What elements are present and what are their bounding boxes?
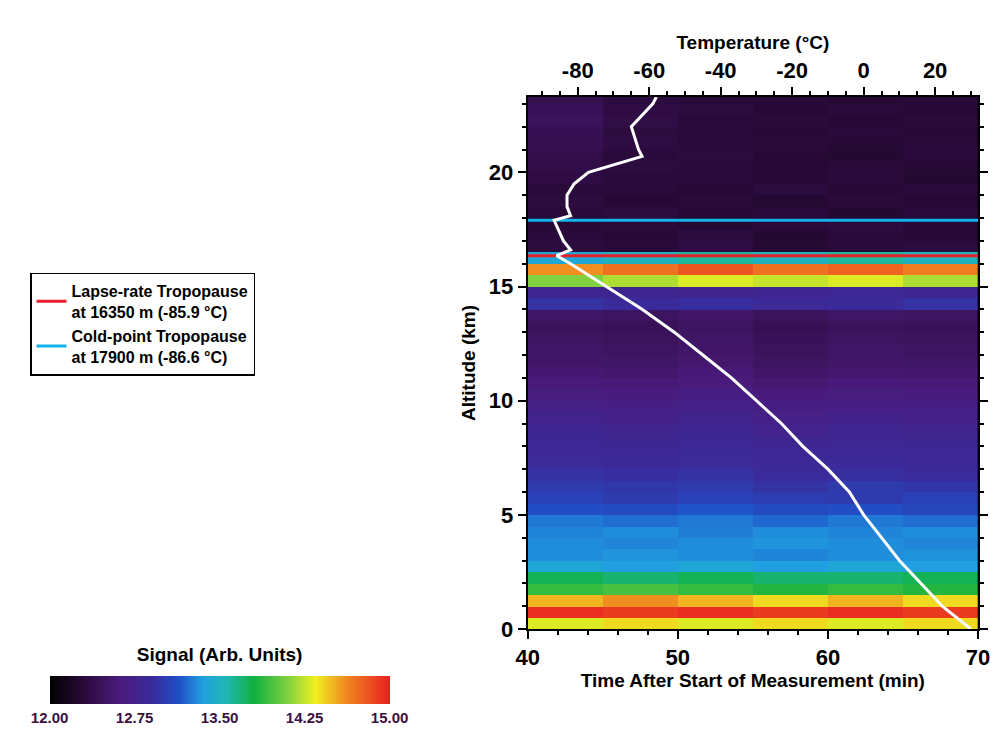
svg-text:Temperature (°C): Temperature (°C)	[676, 32, 829, 53]
svg-text:-80: -80	[562, 58, 594, 83]
svg-text:10: 10	[489, 388, 513, 413]
svg-text:0: 0	[501, 617, 513, 642]
svg-text:15.00: 15.00	[371, 709, 409, 726]
svg-text:Lapse-rate Tropopauseat 16350: Lapse-rate Tropopauseat 16350 m (-85.9 °…	[72, 283, 248, 321]
svg-text:12.00: 12.00	[31, 709, 69, 726]
svg-text:Time After Start of Measuremen: Time After Start of Measurement (min)	[581, 670, 925, 691]
svg-text:Altitude (km): Altitude (km)	[458, 305, 479, 421]
svg-text:60: 60	[816, 645, 840, 670]
svg-text:Signal (Arb. Units): Signal (Arb. Units)	[137, 644, 303, 665]
svg-text:13.50: 13.50	[201, 709, 239, 726]
svg-text:12.75: 12.75	[116, 709, 154, 726]
svg-text:-20: -20	[776, 58, 808, 83]
svg-text:5: 5	[501, 503, 513, 528]
svg-text:20: 20	[923, 58, 947, 83]
svg-text:-60: -60	[633, 58, 665, 83]
svg-text:20: 20	[489, 160, 513, 185]
svg-text:14.25: 14.25	[286, 709, 324, 726]
svg-text:0: 0	[858, 58, 870, 83]
svg-text:70: 70	[966, 645, 990, 670]
svg-text:40: 40	[515, 645, 539, 670]
svg-text:50: 50	[666, 645, 690, 670]
svg-text:-40: -40	[705, 58, 737, 83]
svg-text:Cold-point Tropopauseat 17900: Cold-point Tropopauseat 17900 m (-86.6 °…	[72, 328, 247, 366]
svg-text:15: 15	[489, 274, 513, 299]
